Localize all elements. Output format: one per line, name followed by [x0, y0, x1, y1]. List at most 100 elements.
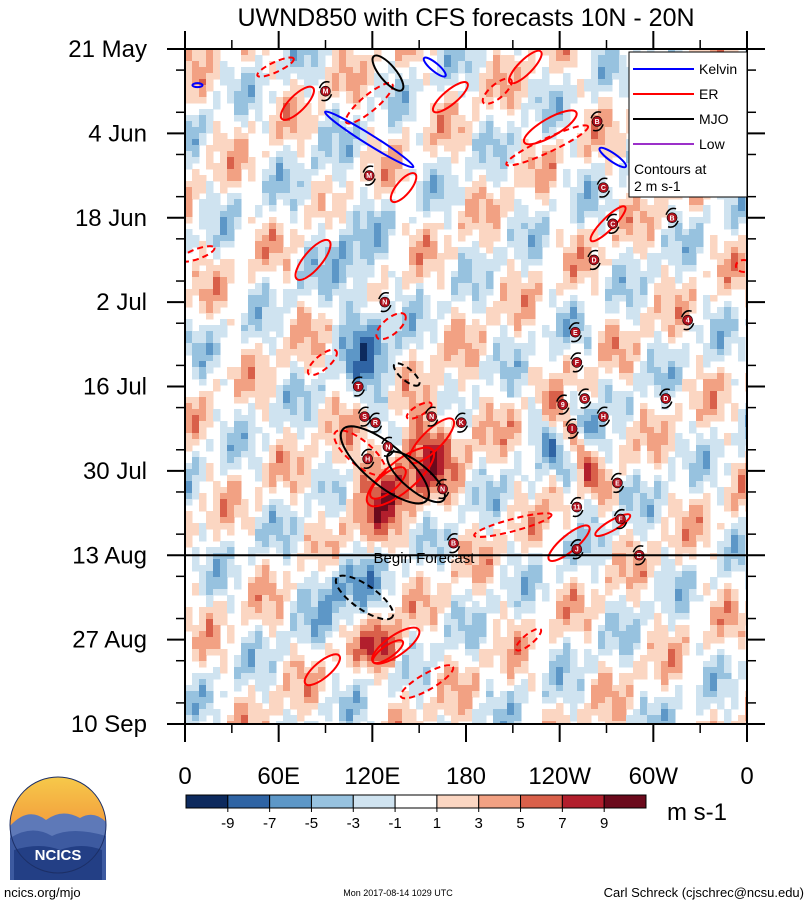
field-cell — [563, 49, 571, 56]
field-cell — [717, 373, 725, 380]
field-cell — [612, 127, 620, 134]
field-cell — [626, 409, 634, 416]
field-cell — [437, 541, 445, 548]
field-cell — [598, 433, 606, 440]
field-cell — [549, 439, 557, 446]
field-cell — [360, 301, 368, 308]
field-cell — [738, 199, 746, 206]
field-cell — [311, 469, 319, 476]
field-cell — [374, 79, 382, 86]
field-cell — [612, 289, 620, 296]
field-cell — [367, 319, 375, 326]
field-cell — [395, 505, 403, 512]
field-cell — [395, 139, 403, 146]
field-cell — [591, 433, 599, 440]
field-cell — [430, 259, 438, 266]
field-cell — [423, 265, 431, 272]
field-cell — [598, 547, 606, 554]
field-cell — [318, 265, 326, 272]
field-cell — [598, 385, 606, 392]
field-cell — [262, 445, 270, 452]
field-cell — [276, 457, 284, 464]
field-cell — [563, 517, 571, 524]
field-cell — [276, 223, 284, 230]
field-cell — [199, 373, 207, 380]
field-cell — [374, 49, 382, 56]
field-cell — [458, 67, 466, 74]
field-cell — [283, 55, 291, 62]
field-cell — [549, 337, 557, 344]
field-cell — [486, 499, 494, 506]
field-cell — [437, 205, 445, 212]
field-cell — [738, 523, 746, 530]
field-cell — [521, 547, 529, 554]
field-cell — [444, 403, 452, 410]
field-cell — [668, 367, 676, 374]
field-cell — [360, 529, 368, 536]
field-cell — [416, 433, 424, 440]
field-cell — [325, 427, 333, 434]
field-cell — [647, 205, 655, 212]
field-cell — [451, 67, 459, 74]
field-cell — [451, 157, 459, 164]
field-cell — [444, 481, 452, 488]
field-cell — [633, 199, 641, 206]
field-cell — [409, 541, 417, 548]
field-cell — [598, 439, 606, 446]
field-cell — [213, 49, 221, 56]
field-cell — [598, 85, 606, 92]
field-cell — [633, 379, 641, 386]
field-cell — [514, 379, 522, 386]
field-cell — [605, 451, 613, 458]
field-cell — [535, 391, 543, 398]
field-cell — [276, 139, 284, 146]
field-cell — [605, 307, 613, 314]
field-cell — [248, 271, 256, 278]
field-cell — [185, 73, 193, 80]
field-cell — [542, 193, 550, 200]
field-cell — [402, 97, 410, 104]
field-cell — [724, 493, 732, 500]
field-cell — [696, 391, 704, 398]
field-cell — [311, 181, 319, 188]
field-cell — [451, 343, 459, 350]
field-cell — [248, 403, 256, 410]
field-cell — [731, 541, 739, 548]
field-cell — [381, 529, 389, 536]
field-cell — [367, 331, 375, 338]
field-cell — [290, 415, 298, 422]
field-cell — [605, 61, 613, 68]
field-cell — [619, 547, 627, 554]
field-cell — [563, 277, 571, 284]
field-cell — [654, 511, 662, 518]
field-cell — [717, 283, 725, 290]
field-cell — [486, 229, 494, 236]
field-cell — [276, 475, 284, 482]
field-cell — [388, 499, 396, 506]
field-cell — [535, 427, 543, 434]
field-cell — [458, 337, 466, 344]
field-cell — [458, 187, 466, 194]
field-cell — [703, 373, 711, 380]
field-cell — [276, 73, 284, 80]
field-cell — [731, 211, 739, 218]
field-cell — [535, 85, 543, 92]
field-cell — [353, 229, 361, 236]
field-cell — [521, 499, 529, 506]
field-cell — [353, 151, 361, 158]
field-cell — [262, 517, 270, 524]
field-cell — [661, 235, 669, 242]
field-cell — [577, 301, 585, 308]
field-cell — [444, 385, 452, 392]
field-cell — [374, 331, 382, 338]
field-cell — [220, 79, 228, 86]
field-cell — [283, 541, 291, 548]
field-cell — [570, 145, 578, 152]
field-cell — [185, 469, 193, 476]
field-cell — [367, 367, 375, 374]
field-cell — [493, 421, 501, 428]
field-cell — [647, 313, 655, 320]
field-cell — [682, 439, 690, 446]
field-cell — [626, 493, 634, 500]
field-cell — [493, 355, 501, 362]
